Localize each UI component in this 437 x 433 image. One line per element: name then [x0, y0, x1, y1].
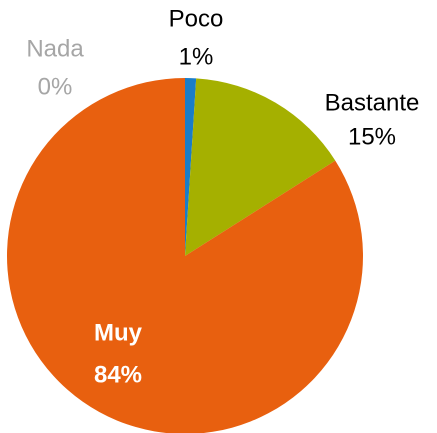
value-label: 84%: [94, 361, 142, 388]
pie-slice: [185, 78, 197, 256]
slice-label: Nada: [26, 35, 84, 62]
slice-label: Muy: [94, 319, 143, 346]
slice-label: Poco: [169, 5, 224, 32]
value-label: 1%: [179, 43, 214, 70]
pie-slice: [7, 78, 363, 433]
value-label: 15%: [348, 123, 396, 150]
value-label: 0%: [38, 73, 73, 100]
pie-slice: [185, 78, 336, 256]
slice-label: Bastante: [325, 89, 420, 116]
